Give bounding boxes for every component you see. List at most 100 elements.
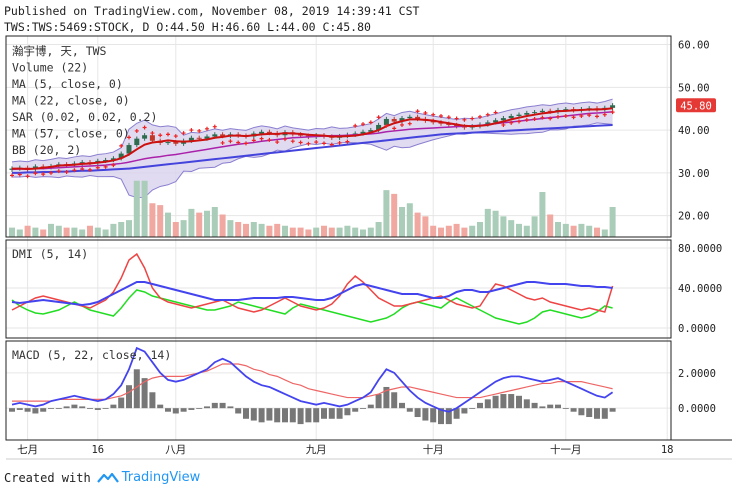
volume-bar	[172, 222, 179, 237]
sar-marker	[80, 167, 85, 172]
candle-body	[142, 135, 148, 139]
macd-histogram-bar	[547, 404, 554, 409]
created-with-label: Created with	[4, 470, 91, 485]
volume-bar	[141, 180, 148, 237]
price-tick-label: 20.00	[678, 211, 710, 223]
volume-bar	[94, 227, 101, 237]
volume-bar	[399, 207, 405, 237]
sar-marker	[173, 134, 178, 139]
volume-bar	[313, 227, 320, 237]
sar-marker	[478, 114, 482, 119]
candle-body	[532, 112, 538, 114]
volume-bar	[24, 225, 31, 237]
candle-body	[173, 142, 179, 144]
candle-body	[508, 115, 514, 119]
candle-body	[610, 105, 616, 108]
candle-body	[563, 109, 569, 111]
volume-bar	[55, 225, 62, 237]
macd-histogram-bar	[16, 408, 23, 410]
volume-bar	[414, 212, 421, 237]
volume-bar	[461, 227, 468, 237]
volume-bar	[539, 192, 546, 237]
volume-bar	[321, 225, 327, 237]
volume-bar	[196, 212, 203, 237]
sar-marker	[485, 112, 490, 117]
sar-marker	[345, 139, 350, 144]
sar-marker	[259, 136, 264, 141]
sar-marker	[306, 141, 311, 146]
volume-bar	[235, 222, 242, 237]
macd-histogram-bar	[172, 408, 179, 414]
candle-body	[485, 122, 491, 125]
candle-body	[266, 131, 272, 134]
volume-bar	[274, 223, 281, 237]
volume-bar	[71, 227, 78, 237]
sar-marker	[563, 113, 568, 118]
macd-histogram-bar	[360, 408, 366, 409]
macd-histogram-bar	[188, 408, 195, 410]
pane-frame-main	[5, 35, 672, 238]
volume-bar	[375, 222, 382, 237]
macd-histogram-bar	[141, 378, 148, 409]
sar-marker	[298, 140, 303, 145]
sar-marker	[244, 141, 248, 146]
macd-histogram-bar	[321, 408, 327, 419]
tradingview-brand[interactable]: TradingView	[96, 470, 200, 485]
sar-marker	[33, 171, 38, 176]
candle-body	[103, 160, 109, 162]
x-tick-label: 七月	[17, 444, 38, 456]
candle-body	[391, 118, 397, 122]
sar-marker	[423, 110, 428, 115]
volume-bar	[430, 225, 437, 237]
sar-marker	[88, 167, 92, 172]
bb-lower-line	[11, 122, 613, 199]
macd-histogram-bar	[391, 392, 398, 409]
volume-bar	[477, 222, 483, 237]
sar-marker	[548, 116, 553, 121]
sar-marker	[236, 140, 241, 145]
sar-marker	[501, 122, 506, 127]
volume-bar	[586, 225, 593, 237]
volume-bar	[48, 223, 54, 237]
sar-marker	[103, 164, 108, 169]
macd-histogram-bar	[438, 408, 444, 425]
macd-histogram-bar	[328, 408, 335, 419]
x-tick-label: 十一月	[550, 443, 582, 456]
volume-bar	[578, 223, 585, 237]
sar-marker	[571, 115, 576, 120]
candle-body	[438, 122, 444, 124]
sar-marker	[56, 169, 61, 174]
sar-marker	[376, 115, 381, 120]
sar-marker	[524, 117, 529, 122]
pane-frame-dmi	[5, 239, 672, 339]
sar-marker	[431, 112, 436, 117]
candle-body	[298, 134, 304, 136]
volume-bar	[336, 227, 343, 237]
sar-marker	[509, 120, 514, 125]
candle-body	[493, 120, 499, 123]
bb-upper-line	[11, 98, 613, 163]
macd-histogram-bar	[469, 408, 476, 409]
candle-body	[360, 131, 366, 134]
macd-histogram-bar	[367, 404, 374, 409]
volume-bar	[149, 203, 156, 237]
di-plus-line	[11, 289, 613, 325]
volume-bar	[523, 225, 530, 237]
sar-marker	[493, 110, 498, 115]
macd-histogram-bar	[531, 402, 538, 409]
sar-marker	[415, 109, 420, 114]
sar-marker	[119, 143, 124, 148]
main-legend-item: Volume (22)	[12, 61, 88, 75]
sar-marker	[220, 140, 225, 145]
volume-bar	[516, 223, 522, 237]
macd-histogram-bar	[40, 408, 47, 412]
macd-histogram-bar	[196, 408, 203, 409]
sar-marker	[556, 114, 560, 119]
candle-body	[454, 124, 460, 127]
macd-histogram-bar	[149, 392, 156, 409]
macd-histogram-bar	[562, 408, 569, 409]
macd-histogram-bar	[243, 408, 249, 419]
macd-histogram-bar	[555, 404, 561, 409]
volume-bar	[508, 220, 515, 237]
